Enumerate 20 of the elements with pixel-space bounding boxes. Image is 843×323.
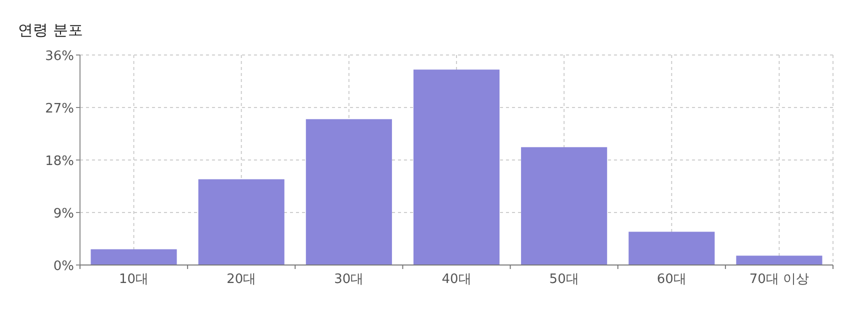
- x-tick-label: 20대: [226, 272, 256, 287]
- bar: [628, 232, 715, 265]
- x-tick-label: 30대: [334, 272, 364, 287]
- bar: [736, 256, 822, 265]
- y-tick-label: 27%: [45, 102, 74, 116]
- x-tick-label: 40대: [442, 272, 472, 287]
- chart-title: 연령 분포: [18, 21, 83, 39]
- bar: [198, 179, 284, 265]
- y-tick-label: 36%: [45, 49, 74, 64]
- x-tick-label: 50대: [549, 272, 579, 287]
- y-tick-label: 9%: [53, 206, 74, 222]
- bar: [306, 119, 392, 265]
- y-tick-label: 0%: [53, 259, 74, 274]
- bar: [521, 147, 608, 265]
- bar: [90, 249, 177, 265]
- x-tick-label: 60대: [656, 272, 686, 287]
- bar: [413, 70, 500, 265]
- x-tick-label: 10대: [119, 272, 149, 287]
- y-tick-label: 18%: [45, 154, 74, 169]
- x-tick-label: 70대 이상: [749, 272, 810, 287]
